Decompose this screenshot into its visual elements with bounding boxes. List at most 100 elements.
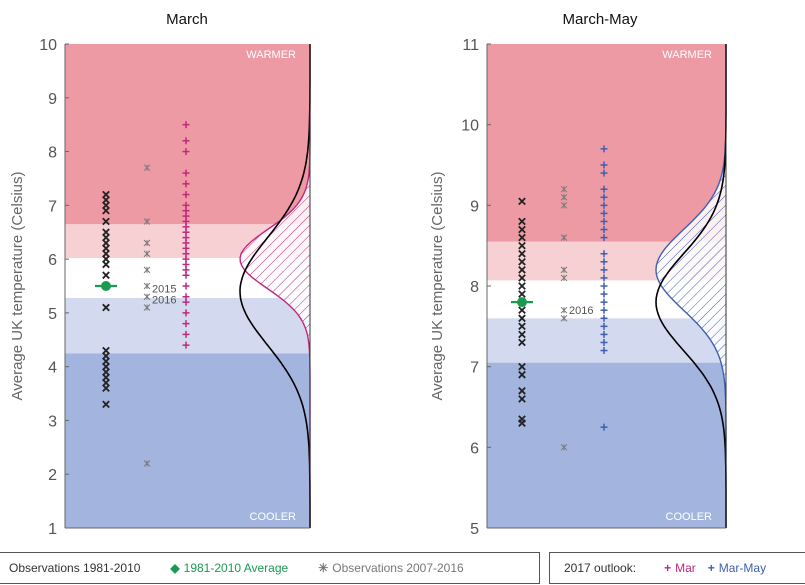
- observation-stroke: [518, 257, 526, 266]
- outlook-point: [600, 338, 608, 346]
- warmer-label: WARMER: [246, 49, 296, 61]
- observation-stroke: [102, 346, 110, 355]
- observation-stroke: [102, 217, 110, 226]
- observation-stroke: [518, 266, 526, 274]
- observation-stroke: [518, 274, 526, 282]
- observation-2007-2016-point: [143, 218, 151, 225]
- outlook-point: [600, 201, 608, 209]
- observation-year-label: 2015: [152, 284, 176, 296]
- observation-1981-2010-point: [102, 400, 110, 409]
- observation-stroke: [102, 400, 110, 409]
- category-band-0: [65, 353, 310, 528]
- observation-2007-2016-point: [560, 201, 568, 209]
- outlook-point: [600, 193, 608, 201]
- category-band-4: [487, 44, 726, 242]
- outlook-point: [600, 298, 608, 306]
- observation-1981-2010-point: [518, 274, 526, 282]
- outlook-point: [182, 201, 190, 209]
- observation-stroke: [518, 290, 526, 298]
- observation-stroke: [518, 370, 526, 379]
- y-tick-label: 8: [470, 279, 479, 296]
- legend-outlook-title: 2017 outlook:: [564, 561, 637, 575]
- observation-2007-2016-point: [143, 239, 151, 247]
- y-tick-label: 9: [48, 91, 57, 108]
- observation-stroke: [518, 338, 526, 347]
- observation-1981-2010-point: [102, 346, 110, 355]
- legend-outlook: 2017 outlook: + Mar + Mar-May: [549, 552, 805, 584]
- observation-2007-2016-point: [560, 185, 568, 193]
- observation-1981-2010-point: [518, 306, 526, 315]
- y-tick-label: 11: [462, 37, 479, 54]
- observation-stroke: [518, 249, 526, 258]
- chart-canvas: 1 2 3 4 5 6 7 8 9 10 March Average UK temperature (…: [9, 11, 727, 538]
- observation-1981-2010-point: [518, 370, 526, 379]
- chart-title: March-May: [562, 11, 638, 28]
- outlook-point: [600, 274, 608, 282]
- outlook-point: [600, 282, 608, 290]
- observation-stroke: [102, 271, 110, 280]
- observation-2007-2016-point: [560, 234, 568, 241]
- observation-stroke: [518, 314, 526, 323]
- observation-1981-2010-point: [102, 228, 110, 237]
- outlook-point: [600, 330, 608, 338]
- observation-1981-2010-point: [102, 271, 110, 280]
- observation-1981-2010-point: [102, 303, 110, 312]
- outlook-point: [182, 191, 190, 199]
- observation-stroke: [518, 217, 526, 226]
- outlook-point: [600, 217, 608, 225]
- legend-obs-label: Observations 1981-2010: [9, 561, 141, 575]
- observation-2007-2016-point: [560, 306, 568, 314]
- observation-year-label: 2016: [569, 305, 593, 317]
- legend-average-marker-icon: ◆: [170, 561, 180, 575]
- observation-2007-2016-point: [560, 193, 568, 201]
- y-tick-label: 10: [39, 37, 57, 54]
- outlook-point: [600, 258, 608, 266]
- observation-stroke: [102, 190, 110, 199]
- observation-stroke: [518, 362, 526, 371]
- observation-1981-2010-point: [518, 241, 526, 250]
- legend-item-mar-may: + Mar-May: [708, 561, 766, 575]
- outlook-point: [182, 293, 190, 301]
- legend-item-average: ◆ 1981-2010 Average: [170, 561, 288, 575]
- y-tick-label: 4: [48, 360, 57, 377]
- observed-distribution-curve: [239, 44, 311, 528]
- outlook-point: [600, 161, 608, 169]
- outlook-point: [600, 266, 608, 274]
- y-tick-label: 6: [470, 440, 479, 457]
- outlook-point: [182, 330, 190, 338]
- observation-stroke: [518, 330, 526, 339]
- observation-stroke: [518, 282, 526, 290]
- observation-1981-2010-point: [518, 362, 526, 371]
- observation-stroke: [518, 415, 526, 423]
- observation-1981-2010-point: [518, 322, 526, 331]
- legend-asterisk-marker-icon: ✳: [318, 561, 329, 575]
- y-axis-label: Average UK temperature (Celsius): [9, 172, 26, 401]
- outlook-point: [182, 137, 190, 145]
- observation-1981-2010-point: [518, 217, 526, 226]
- observation-stroke: [518, 306, 526, 315]
- legend-mar-may-label: Mar-May: [718, 561, 767, 575]
- cooler-label: COOLER: [666, 511, 713, 523]
- observation-1981-2010-point: [518, 330, 526, 339]
- observation-2007-2016-point: [560, 314, 568, 322]
- outlook-point: [600, 322, 608, 330]
- outlook-point: [182, 341, 190, 349]
- observation-2007-2016-point: [143, 250, 151, 258]
- observation-2007-2016-point: [143, 293, 151, 301]
- cooler-label: COOLER: [250, 511, 297, 523]
- legend-plus-marker-icon: +: [707, 561, 715, 575]
- y-tick-label: 3: [48, 413, 57, 430]
- outlook-point: [182, 282, 190, 290]
- observation-1981-2010-point: [518, 415, 526, 423]
- legend-plus-marker-icon: +: [664, 561, 672, 575]
- observation-stroke: [102, 303, 110, 312]
- observation-2007-2016-point: [560, 274, 568, 282]
- outlook-distribution-hatch: [656, 44, 726, 528]
- observation-2007-2016-point: [143, 304, 151, 311]
- outlook-point: [182, 320, 190, 328]
- panel-march-may: 5 6 7 8 9 10 11 March-May Average UK temperature…: [429, 11, 727, 538]
- legend-item-mar: + Mar: [664, 561, 696, 575]
- observation-1981-2010-point: [518, 197, 526, 206]
- chart-title: March: [166, 11, 208, 28]
- observation-1981-2010-point: [518, 225, 526, 234]
